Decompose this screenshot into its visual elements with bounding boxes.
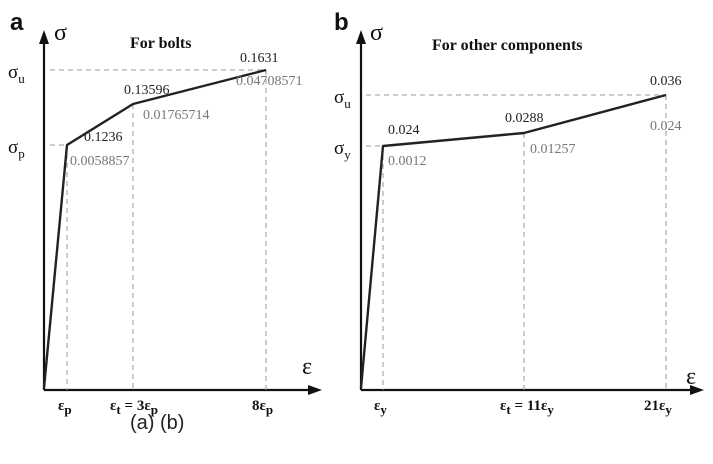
panel-a-tick-8ep: 8εp [252, 398, 273, 417]
panel-a-p2-stress: 0.13596 [124, 83, 170, 98]
panel-a-sigma-u: σu [8, 62, 25, 86]
panel-b-p3-strain: 0.024 [650, 119, 682, 134]
panel-b-sigma-y: σy [334, 138, 351, 162]
panel-b-sigma-u: σu [334, 87, 351, 111]
panel-b-curve [359, 93, 667, 389]
panel-a-y-axis-label: σ [54, 20, 67, 46]
panel-a-tick-ep: εp [58, 398, 72, 417]
panel-b-p1-strain: 0.0012 [388, 154, 427, 169]
panel-a-y-arrow-icon [39, 30, 49, 44]
panel-b-p2-stress: 0.0288 [505, 111, 544, 126]
panel-b-y-arrow-icon [356, 30, 366, 44]
panel-a-title: For bolts [130, 35, 191, 52]
panel-b-p3-stress: 0.036 [650, 74, 682, 89]
panel-b-y-axis-label: σ [370, 20, 383, 46]
panel-b-letter: b [334, 9, 349, 36]
panel-b-tick-ey: εy [374, 398, 387, 417]
panel-b-tick-et: εt = 11εy [500, 398, 554, 417]
panel-a-p2-strain: 0.01765714 [143, 108, 210, 123]
figure-caption: (a) (b) [130, 412, 185, 434]
panel-b-title: For other components [432, 37, 583, 54]
panel-b-x-axis-label: ε [686, 364, 696, 390]
panel-b-x-arrow-icon [690, 385, 704, 395]
panel-a-letter: a [10, 9, 24, 36]
panel-a-p3-strain: 0.04708571 [236, 74, 303, 89]
panel-b: b σ ε For other components σu σy 0.024 0… [334, 9, 704, 417]
panel-a-x-axis-label: ε [302, 354, 312, 380]
panel-a: a σ ε For bolts σu σp 0.1236 0.0058857 0… [8, 9, 322, 417]
panel-a-p1-stress: 0.1236 [84, 130, 123, 145]
panel-a-p1-strain: 0.0058857 [70, 154, 130, 169]
panel-a-curve [42, 68, 267, 389]
panel-a-tick-et: εt = 3εp [110, 398, 158, 417]
panel-a-p3-stress: 0.1631 [240, 51, 279, 66]
panel-a-x-arrow-icon [308, 385, 322, 395]
panel-b-p2-strain: 0.01257 [530, 142, 576, 157]
panel-a-sigma-p: σp [8, 137, 25, 161]
panel-b-tick-21ey: 21εy [644, 398, 672, 417]
panel-b-p1-stress: 0.024 [388, 123, 420, 138]
